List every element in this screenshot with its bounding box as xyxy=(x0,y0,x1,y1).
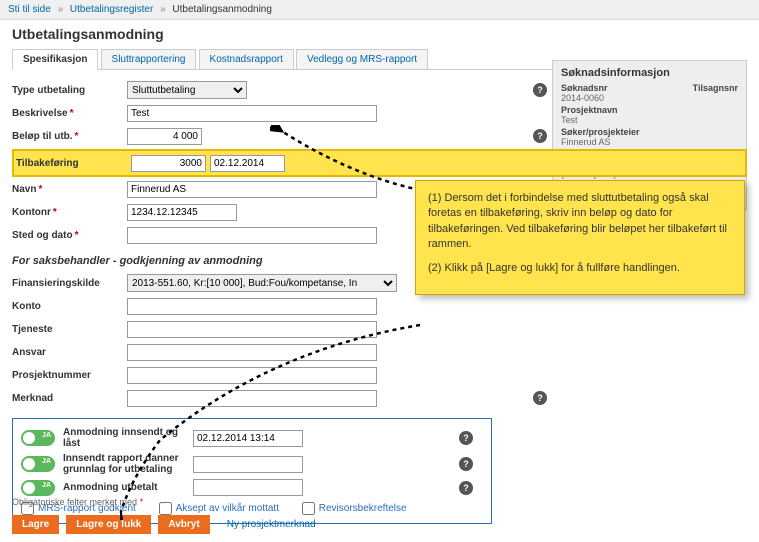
toggle-utbetalt[interactable]: JA xyxy=(21,480,55,496)
help-icon[interactable]: ? xyxy=(459,431,473,445)
merknad-input[interactable] xyxy=(127,390,377,407)
callout-text-2: (2) Klikk på [Lagre og lukk] for å fullf… xyxy=(428,261,732,276)
finansiering-label: Finansieringskilde xyxy=(12,278,127,289)
help-icon[interactable]: ? xyxy=(459,481,473,495)
callout-text-1: (1) Dersom det i forbindelse med sluttut… xyxy=(428,191,732,253)
sted-label: Sted og dato* xyxy=(12,230,127,241)
tilbakeforing-label: Tilbakeføring xyxy=(16,158,131,169)
beskrivelse-input[interactable] xyxy=(127,105,377,122)
breadcrumb-link-register[interactable]: Utbetalingsregister xyxy=(70,4,153,15)
breadcrumb-sep: » xyxy=(160,4,166,15)
tilbakeforing-amount-input[interactable] xyxy=(131,155,206,172)
sted-input[interactable] xyxy=(127,227,377,244)
status-utbetalt-label: Anmodning utbetalt xyxy=(63,482,193,493)
breadcrumb-link-root[interactable]: Sti til side xyxy=(8,4,51,15)
kontonr-label: Kontonr* xyxy=(12,207,127,218)
konto-label: Konto xyxy=(12,301,127,312)
tilbakeforing-highlight: Tilbakeføring xyxy=(12,149,747,177)
navn-label: Navn* xyxy=(12,184,127,195)
toggle-innsendt[interactable]: JA xyxy=(21,430,55,446)
navn-input[interactable] xyxy=(127,181,377,198)
belop-label: Beløp til utb.* xyxy=(12,131,127,142)
beskrivelse-label: Beskrivelse* xyxy=(12,108,127,119)
tab-sluttrapportering[interactable]: Sluttrapportering xyxy=(101,49,197,69)
status-utbetalt-input[interactable] xyxy=(193,479,303,496)
mandatory-note: Obligatoriske felter merket med * xyxy=(12,497,747,507)
prosjektnr-input[interactable] xyxy=(127,367,377,384)
tab-vedlegg[interactable]: Vedlegg og MRS-rapport xyxy=(296,49,428,69)
help-icon[interactable]: ? xyxy=(459,457,473,471)
breadcrumb-sep: » xyxy=(58,4,64,15)
type-label: Type utbetaling xyxy=(12,85,127,96)
belop-input[interactable] xyxy=(127,128,202,145)
breadcrumb: Sti til side » Utbetalingsregister » Utb… xyxy=(0,0,759,20)
form-content: Type utbetaling Sluttutbetaling ? Beskri… xyxy=(0,70,759,534)
tjeneste-input[interactable] xyxy=(127,321,377,338)
tilbakeforing-date-input[interactable] xyxy=(210,155,285,172)
type-select[interactable]: Sluttutbetaling xyxy=(127,81,247,99)
ny-prosjektmerknad-link[interactable]: Ny prosjektmerknad xyxy=(217,515,326,534)
bottom-bar: Obligatoriske felter merket med * Lagre … xyxy=(12,497,747,534)
finansiering-select[interactable]: 2013-551.60, Kr:[10 000], Bud:Fou/kompet… xyxy=(127,274,397,292)
konto-input[interactable] xyxy=(127,298,377,315)
help-icon[interactable]: ? xyxy=(533,391,547,405)
callout-tooltip: (1) Dersom det i forbindelse med sluttut… xyxy=(415,180,745,295)
merknad-label: Merknad xyxy=(12,393,127,404)
help-icon[interactable]: ? xyxy=(533,129,547,143)
breadcrumb-current: Utbetalingsanmodning xyxy=(172,4,272,15)
kontonr-input[interactable] xyxy=(127,204,237,221)
tab-spesifikasjon[interactable]: Spesifikasjon xyxy=(12,49,98,70)
status-innsendt-date[interactable] xyxy=(193,430,303,447)
toggle-rapport[interactable]: JA xyxy=(21,456,55,472)
tab-kostnadsrapport[interactable]: Kostnadsrapport xyxy=(199,49,294,69)
page-title: Utbetalingsanmodning xyxy=(0,20,759,48)
status-rapport-label: Innsendt rapport danner grunnlag for utb… xyxy=(63,453,193,475)
avbryt-button[interactable]: Avbryt xyxy=(158,515,209,534)
tjeneste-label: Tjeneste xyxy=(12,324,127,335)
lagre-og-lukk-button[interactable]: Lagre og lukk xyxy=(66,515,151,534)
ansvar-label: Ansvar xyxy=(12,347,127,358)
status-rapport-input[interactable] xyxy=(193,456,303,473)
help-icon[interactable]: ? xyxy=(533,83,547,97)
status-innsendt-label: Anmodning innsendt og låst xyxy=(63,427,193,449)
ansvar-input[interactable] xyxy=(127,344,377,361)
prosjektnr-label: Prosjektnummer xyxy=(12,370,127,381)
lagre-button[interactable]: Lagre xyxy=(12,515,59,534)
